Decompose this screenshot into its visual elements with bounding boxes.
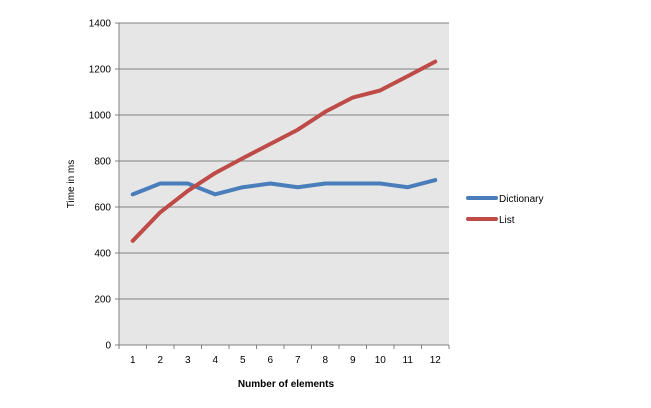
x-tick-label: 10: [375, 355, 387, 366]
grid-lines: [119, 22, 449, 300]
y-axis-title: Time in ms: [66, 160, 77, 209]
x-axis-ticks: 1 2 3 4 5 6 7 8 9 10 11 12: [118, 345, 450, 366]
y-axis-ticks: 0 200 400 600 800 1000 1200 1400: [89, 19, 119, 352]
legend-label-dictionary: Dictionary: [499, 194, 543, 205]
x-tick-label: 12: [430, 355, 442, 366]
x-tick-label: 6: [267, 355, 273, 366]
x-tick-label: 1: [130, 355, 136, 366]
legend: Dictionary List: [466, 194, 543, 226]
y-tick-label: 0: [105, 341, 111, 352]
series-line-list: [130, 59, 438, 243]
y-tick-label: 400: [94, 249, 111, 260]
x-tick-label: 2: [157, 355, 163, 366]
y-tick-label: 1400: [89, 19, 112, 30]
x-tick-label: 7: [295, 355, 301, 366]
x-tick-label: 8: [322, 355, 328, 366]
y-tick-label: 1000: [89, 111, 112, 122]
legend-label-list: List: [499, 215, 515, 226]
x-axis-title: Number of elements: [238, 379, 335, 390]
y-tick-label: 600: [94, 203, 111, 214]
y-tick-label: 200: [94, 295, 111, 306]
x-tick-label: 3: [185, 355, 191, 366]
y-tick-label: 1200: [89, 65, 112, 76]
x-tick-label: 9: [350, 355, 356, 366]
series-layer: [130, 59, 438, 243]
y-tick-label: 800: [94, 157, 111, 168]
x-tick-label: 4: [212, 355, 218, 366]
x-tick-label: 11: [403, 355, 414, 366]
x-tick-label: 5: [240, 355, 246, 366]
series-line-dictionary: [130, 178, 438, 197]
